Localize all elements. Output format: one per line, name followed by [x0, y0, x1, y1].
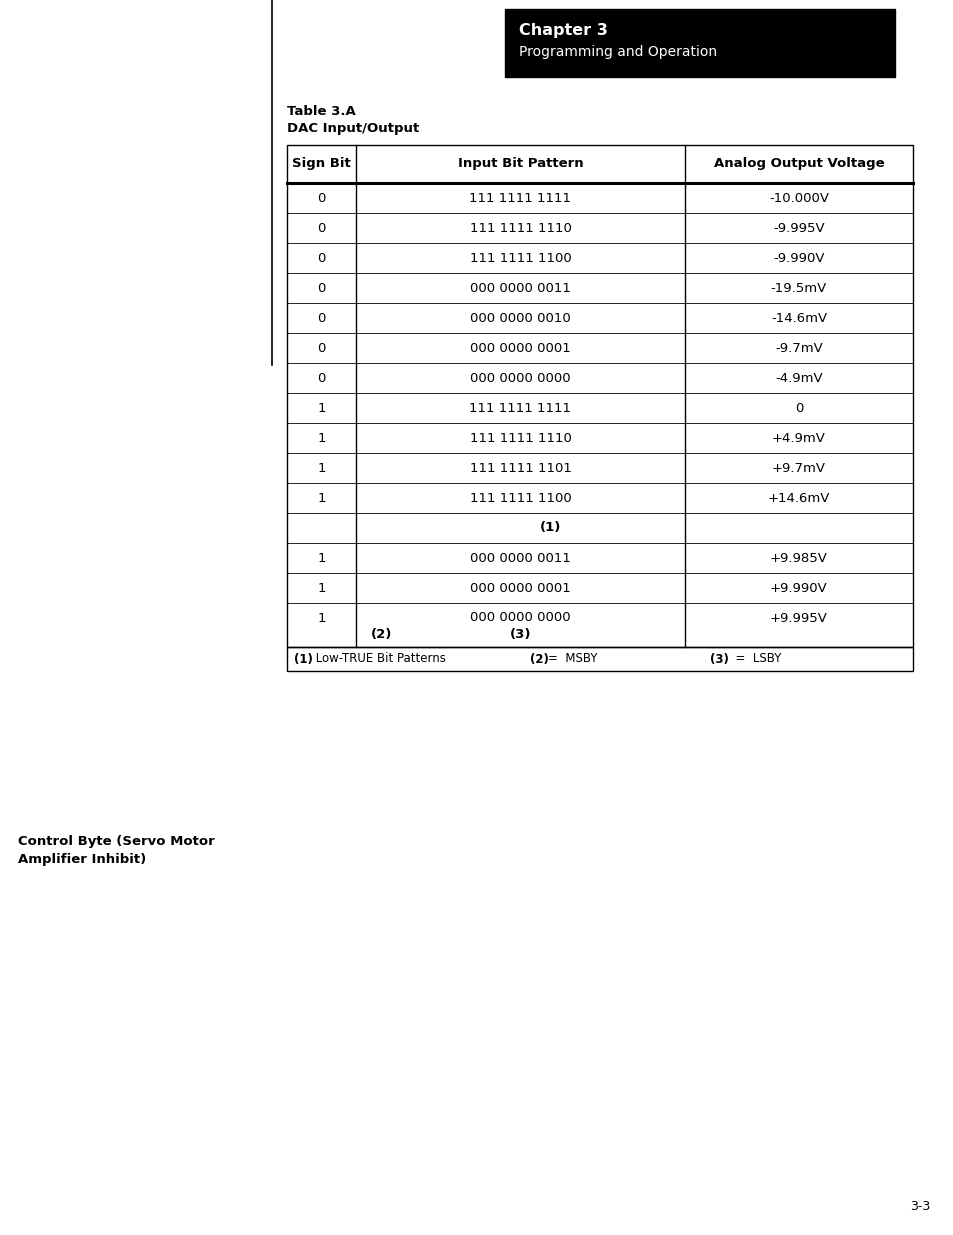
Text: +14.6mV: +14.6mV [767, 492, 829, 505]
Text: (2): (2) [371, 629, 392, 641]
Text: Analog Output Voltage: Analog Output Voltage [713, 158, 883, 170]
Text: 0: 0 [317, 221, 325, 235]
Text: 000 0000 0001: 000 0000 0001 [470, 342, 570, 354]
Text: -19.5mV: -19.5mV [770, 282, 826, 294]
Text: 111 1111 1110: 111 1111 1110 [469, 431, 571, 445]
Bar [504, 9, 894, 77]
Text: Chapter 3: Chapter 3 [518, 23, 607, 38]
Text: 111 1111 1100: 111 1111 1100 [469, 492, 571, 505]
Text: =  MSBY: = MSBY [547, 652, 597, 666]
Text: 3-3: 3-3 [909, 1200, 929, 1213]
Text: (1): (1) [294, 652, 313, 666]
Text: 000 0000 0001: 000 0000 0001 [470, 582, 570, 594]
Text: 000 0000 0011: 000 0000 0011 [470, 552, 570, 564]
Text: (1): (1) [539, 521, 560, 535]
Text: 000 0000 0000: 000 0000 0000 [470, 610, 570, 624]
Text: 1: 1 [317, 431, 325, 445]
Text: -10.000V: -10.000V [768, 191, 828, 205]
Text: 111 1111 1111: 111 1111 1111 [469, 401, 571, 415]
Text: Table 3.A: Table 3.A [287, 105, 355, 119]
Text: Control Byte (Servo Motor: Control Byte (Servo Motor [18, 835, 214, 848]
Text: -9.7mV: -9.7mV [774, 342, 822, 354]
Text: 0: 0 [317, 282, 325, 294]
Text: Sign Bit: Sign Bit [292, 158, 351, 170]
Text: 111 1111 1101: 111 1111 1101 [469, 462, 571, 474]
Text: -4.9mV: -4.9mV [775, 372, 821, 384]
Text: 1: 1 [317, 462, 325, 474]
Text: 0: 0 [317, 342, 325, 354]
Text: (3): (3) [709, 652, 728, 666]
Text: -9.990V: -9.990V [773, 252, 824, 264]
Text: 0: 0 [317, 252, 325, 264]
Bar [287, 144, 912, 647]
Text: 1: 1 [317, 582, 325, 594]
Text: 1: 1 [317, 611, 325, 625]
Text: 000 0000 0010: 000 0000 0010 [470, 311, 570, 325]
Text: DAC Input/Output: DAC Input/Output [287, 122, 418, 135]
Text: (3): (3) [509, 629, 531, 641]
Text: +9.7mV: +9.7mV [771, 462, 825, 474]
Text: 000 0000 0011: 000 0000 0011 [470, 282, 570, 294]
Text: 1: 1 [317, 552, 325, 564]
Text: Low-TRUE Bit Patterns: Low-TRUE Bit Patterns [312, 652, 445, 666]
Text: -9.995V: -9.995V [772, 221, 824, 235]
Text: Amplifier Inhibit): Amplifier Inhibit) [18, 853, 146, 866]
Text: 000 0000 0000: 000 0000 0000 [470, 372, 570, 384]
Text: 1: 1 [317, 401, 325, 415]
Text: 0: 0 [317, 372, 325, 384]
Text: =  LSBY: = LSBY [727, 652, 781, 666]
Text: (2): (2) [530, 652, 548, 666]
Text: 1: 1 [317, 492, 325, 505]
Text: +9.985V: +9.985V [769, 552, 827, 564]
Text: +4.9mV: +4.9mV [771, 431, 825, 445]
Text: Input Bit Pattern: Input Bit Pattern [457, 158, 582, 170]
Text: 111 1111 1111: 111 1111 1111 [469, 191, 571, 205]
Text: 0: 0 [794, 401, 802, 415]
Text: Programming and Operation: Programming and Operation [518, 44, 717, 59]
Text: +9.990V: +9.990V [769, 582, 827, 594]
Text: 0: 0 [317, 311, 325, 325]
Text: 0: 0 [317, 191, 325, 205]
Text: -14.6mV: -14.6mV [770, 311, 826, 325]
Bar [287, 647, 912, 671]
Text: +9.995V: +9.995V [769, 611, 827, 625]
Text: 111 1111 1110: 111 1111 1110 [469, 221, 571, 235]
Text: 111 1111 1100: 111 1111 1100 [469, 252, 571, 264]
